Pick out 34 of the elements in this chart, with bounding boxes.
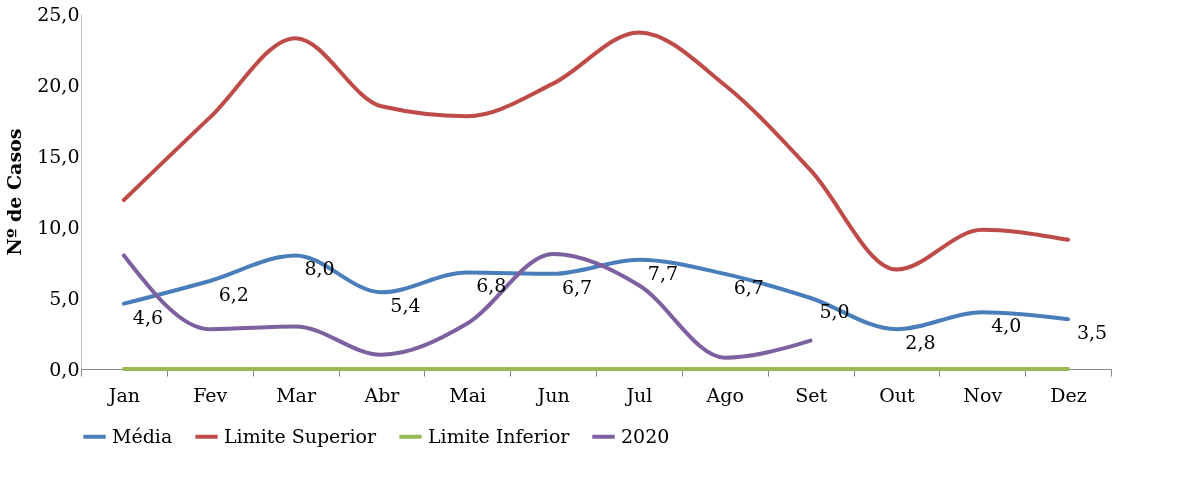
data-label: 4,6 xyxy=(132,305,164,328)
x-tick-label: Abr xyxy=(363,383,401,406)
x-tick-label: Set xyxy=(795,383,828,406)
data-label: 6,2 xyxy=(218,282,249,305)
legend-label: Média xyxy=(112,424,173,447)
x-tick-label: Ago xyxy=(705,383,744,406)
data-label: 7,7 xyxy=(647,261,679,284)
y-tick-label: 15,0 xyxy=(37,144,80,167)
y-tick-label: 25,0 xyxy=(37,2,80,25)
x-tick-label: Mai xyxy=(449,383,487,406)
y-tick-label: 0,0 xyxy=(49,357,80,380)
x-tick-label: Dez xyxy=(1050,383,1087,406)
y-axis-title: Nº de Casos xyxy=(3,128,26,256)
y-tick-label: 5,0 xyxy=(49,286,80,309)
legend-label: 2020 xyxy=(621,424,670,447)
data-label: 6,7 xyxy=(561,275,593,298)
x-tick-label: Jul xyxy=(624,383,653,406)
x-tick-label: Jun xyxy=(535,383,570,406)
y-tick-label: 20,0 xyxy=(37,73,80,96)
y-tick-label: 10,0 xyxy=(37,215,80,238)
legend-label: Limite Inferior xyxy=(428,424,571,447)
x-tick-label: Jan xyxy=(106,383,141,406)
x-tick-label: Fev xyxy=(193,383,228,406)
data-label: 4,0 xyxy=(991,314,1022,337)
data-label: 2,8 xyxy=(905,331,936,354)
line-series xyxy=(121,251,813,360)
data-label: 6,8 xyxy=(476,274,507,297)
data-label: 3,5 xyxy=(1076,321,1108,344)
legend-label: Limite Superior xyxy=(224,424,377,447)
x-tick-label: Nov xyxy=(963,383,1003,406)
data-label: 6,7 xyxy=(733,275,764,298)
data-label: 5,4 xyxy=(390,294,421,317)
x-tick-label: Out xyxy=(879,383,915,406)
x-tick-label: Mar xyxy=(276,383,317,406)
